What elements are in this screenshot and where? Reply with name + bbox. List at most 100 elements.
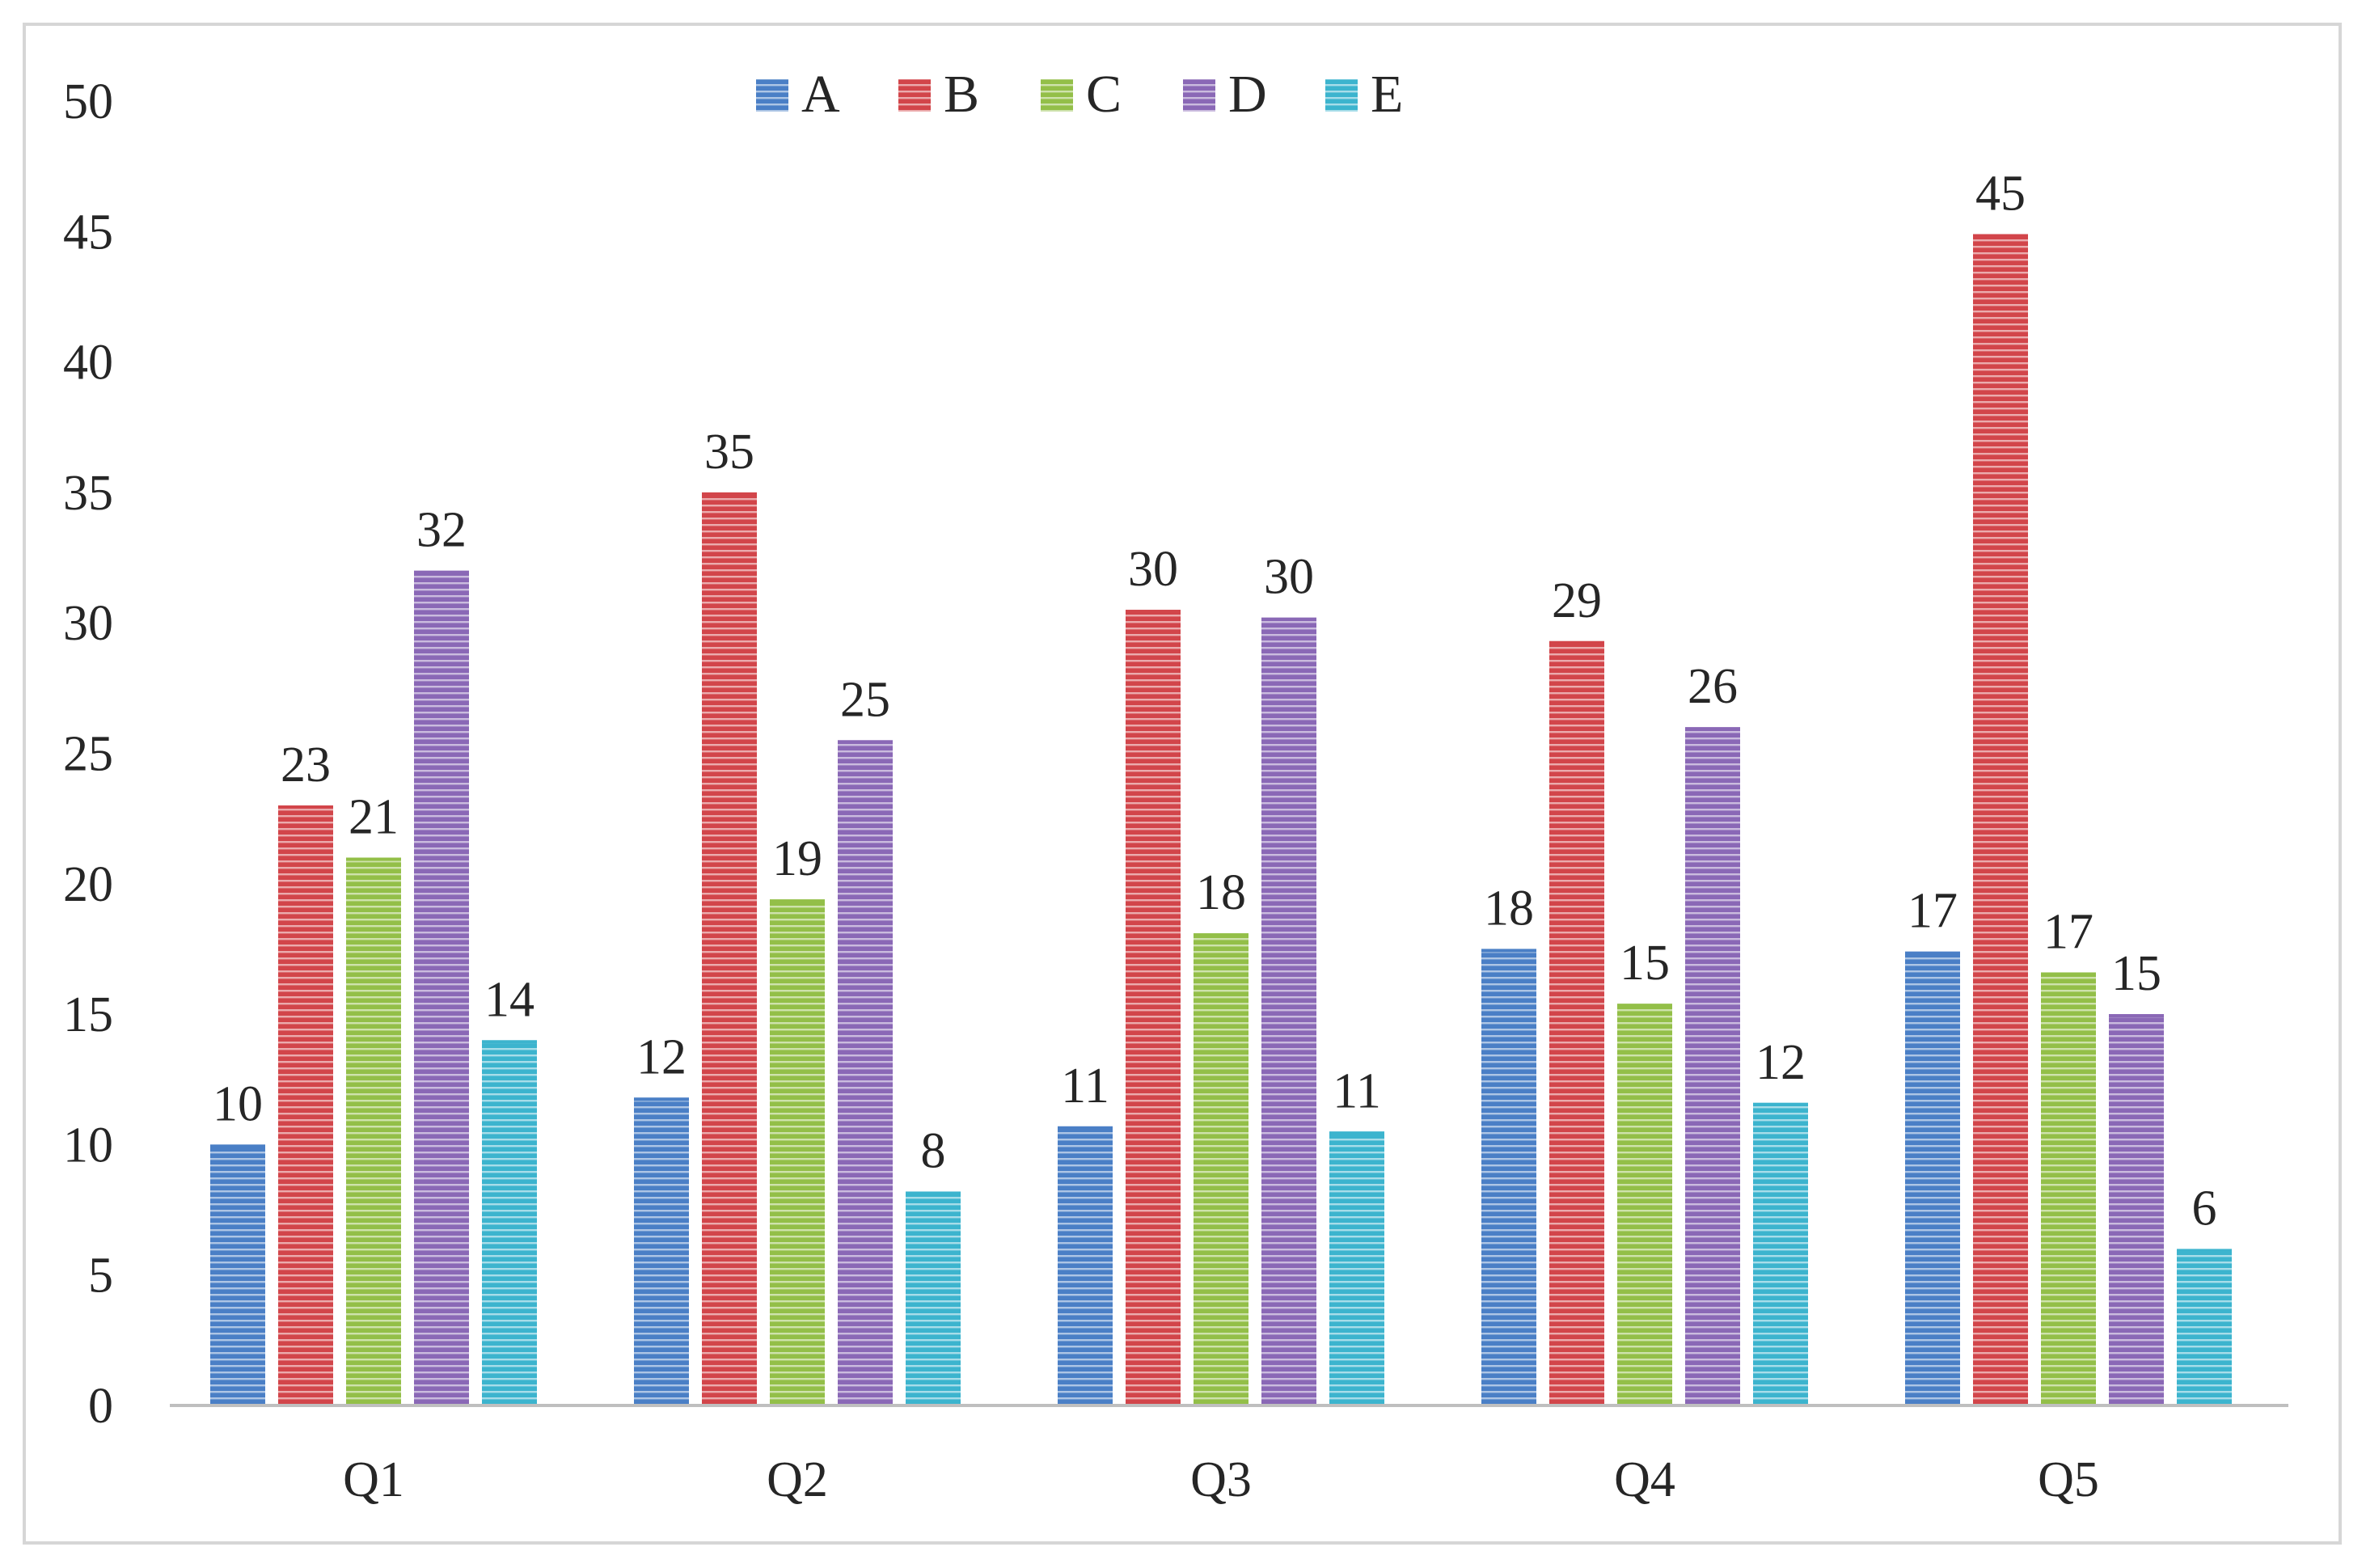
legend-swatch-E <box>1325 79 1358 112</box>
data-label-D-Q4: 26 <box>1688 659 1738 714</box>
data-label-A-Q3: 11 <box>1061 1059 1109 1114</box>
data-label-B-Q5: 45 <box>1975 167 2026 222</box>
y-tick-label: 50 <box>63 74 113 129</box>
legend-swatch-B <box>898 79 931 112</box>
bar-B-Q5 <box>1973 234 2028 1405</box>
data-label-C-Q2: 19 <box>772 831 822 886</box>
bar-E-Q2 <box>906 1191 961 1405</box>
bar-top-edge <box>906 1191 961 1195</box>
bar-A-Q4 <box>1481 949 1536 1405</box>
bar-E-Q1 <box>482 1040 537 1405</box>
bar-top-edge <box>1753 1102 1808 1106</box>
data-label-A-Q1: 10 <box>213 1076 263 1131</box>
bar-top-edge <box>1973 234 2028 238</box>
y-tick-label: 0 <box>88 1379 113 1434</box>
data-label-B-Q3: 30 <box>1128 542 1178 597</box>
y-tick-label: 35 <box>63 466 113 521</box>
data-label-C-Q1: 21 <box>349 790 399 845</box>
bar-top-edge <box>1481 949 1536 953</box>
bar-B-Q1 <box>278 805 333 1405</box>
bar-top-edge <box>770 899 825 903</box>
data-labels: 10 23 21 32 14 12 35 19 25 8 11 30 18 30 11 18 29 15 26 12 1… <box>213 167 2217 1236</box>
data-label-E-Q3: 11 <box>1333 1063 1381 1118</box>
data-label-B-Q1: 23 <box>281 738 331 792</box>
x-tick-label: Q4 <box>1614 1452 1675 1507</box>
bar-top-edge <box>634 1097 689 1101</box>
bar-A-Q2 <box>634 1097 689 1405</box>
bar-C-Q2 <box>770 899 825 1405</box>
legend: A B C D E <box>756 65 1403 124</box>
data-label-A-Q5: 17 <box>1908 884 1958 939</box>
legend-swatch-C <box>1041 79 1073 112</box>
bar-top-edge <box>1194 933 1248 937</box>
bar-top-edge <box>838 740 893 744</box>
bar-E-Q5 <box>2177 1249 2232 1405</box>
bar-top-edge <box>414 570 469 574</box>
bar-top-edge <box>1261 617 1316 621</box>
legend-label-C: C <box>1086 65 1122 124</box>
bar-top-edge <box>210 1144 265 1148</box>
data-label-E-Q4: 12 <box>1755 1035 1806 1090</box>
bar-A-Q1 <box>210 1144 265 1405</box>
x-axis-categories: Q1 Q2 Q3 Q4 Q5 <box>343 1452 2099 1507</box>
bar-top-edge <box>2177 1249 2232 1253</box>
bar-top-edge <box>278 805 333 809</box>
bar-top-edge <box>1126 610 1181 614</box>
data-label-D-Q2: 25 <box>840 672 890 727</box>
bar-top-edge <box>2109 1014 2164 1018</box>
bar-top-edge <box>1617 1004 1672 1008</box>
bar-D-Q2 <box>838 740 893 1405</box>
legend-swatch-D <box>1183 79 1215 112</box>
bar-top-edge <box>1058 1126 1113 1130</box>
bars <box>210 234 2232 1406</box>
bar-top-edge <box>1549 640 1604 645</box>
bar-D-Q4 <box>1685 727 1740 1405</box>
bar-D-Q1 <box>414 570 469 1406</box>
data-label-E-Q1: 14 <box>484 972 534 1027</box>
bar-top-edge <box>1905 951 1960 955</box>
bar-D-Q5 <box>2109 1014 2164 1405</box>
data-label-C-Q4: 15 <box>1620 936 1670 991</box>
data-label-D-Q3: 30 <box>1264 550 1314 605</box>
bar-E-Q4 <box>1753 1102 1808 1405</box>
bar-D-Q3 <box>1261 617 1316 1405</box>
data-label-A-Q2: 12 <box>636 1029 687 1084</box>
bar-B-Q2 <box>702 492 757 1405</box>
legend-label-A: A <box>801 65 840 124</box>
bar-B-Q4 <box>1549 640 1604 1405</box>
data-label-B-Q4: 29 <box>1552 573 1602 628</box>
y-tick-label: 20 <box>63 857 113 912</box>
bar-A-Q3 <box>1058 1126 1113 1405</box>
data-label-E-Q5: 6 <box>2192 1181 2217 1236</box>
data-label-C-Q5: 17 <box>2043 904 2093 959</box>
bar-top-edge <box>482 1040 537 1044</box>
bar-top-edge <box>1329 1131 1384 1135</box>
y-tick-label: 45 <box>63 205 113 260</box>
bar-E-Q3 <box>1329 1131 1384 1405</box>
legend-label-E: E <box>1371 65 1403 124</box>
legend-swatch-A <box>756 79 788 112</box>
data-label-D-Q1: 32 <box>416 503 467 558</box>
bar-top-edge <box>2041 972 2096 976</box>
data-label-B-Q2: 35 <box>704 425 754 480</box>
data-label-D-Q5: 15 <box>2111 946 2161 1001</box>
bar-B-Q3 <box>1126 610 1181 1405</box>
x-tick-label: Q1 <box>343 1452 404 1507</box>
y-axis-ticks: 0 5 10 15 20 25 30 35 40 45 50 <box>63 74 113 1434</box>
y-tick-label: 5 <box>88 1249 113 1304</box>
x-tick-label: Q5 <box>2038 1452 2099 1507</box>
bar-A-Q5 <box>1905 951 1960 1405</box>
bar-C-Q5 <box>2041 972 2096 1405</box>
x-tick-label: Q2 <box>767 1452 828 1507</box>
bar-C-Q4 <box>1617 1004 1672 1405</box>
y-tick-label: 25 <box>63 727 113 782</box>
bar-top-edge <box>346 857 401 861</box>
legend-label-B: B <box>944 65 979 124</box>
x-tick-label: Q3 <box>1190 1452 1252 1507</box>
y-tick-label: 30 <box>63 596 113 651</box>
bar-top-edge <box>702 492 757 496</box>
bar-C-Q3 <box>1194 933 1248 1405</box>
bar-C-Q1 <box>346 857 401 1405</box>
data-label-A-Q4: 18 <box>1484 881 1534 936</box>
